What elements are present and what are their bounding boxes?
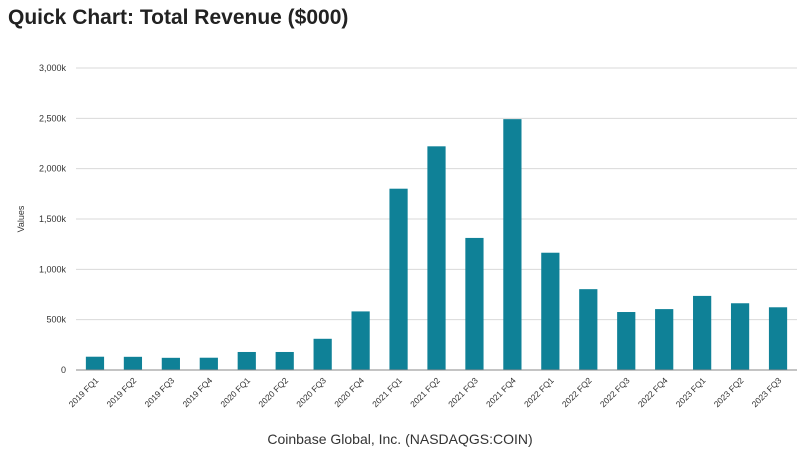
x-axis-label: Coinbase Global, Inc. (NASDAQGS:COIN) xyxy=(267,431,532,447)
y-tick-labels: 0 500k 1,000k 1,500k 2,000k 2,500k 3,000k xyxy=(39,63,67,375)
x-tick-label: 2021 FQ2 xyxy=(408,375,442,409)
x-tick-label: 2020 FQ1 xyxy=(218,375,252,409)
bar xyxy=(313,338,332,370)
y-tick-label: 2,000k xyxy=(39,164,67,174)
x-tick-label: 2019 FQ3 xyxy=(142,375,176,409)
y-tick-label: 1,000k xyxy=(39,264,67,274)
y-axis-label: Values xyxy=(16,205,26,232)
bar xyxy=(275,351,294,370)
y-tick-label: 500k xyxy=(46,315,66,325)
chart-title: Quick Chart: Total Revenue ($000) xyxy=(8,6,349,29)
bar xyxy=(351,311,370,370)
x-tick-labels: 2019 FQ1 2019 FQ2 2019 FQ3 2019 FQ4 2020 FQ1… xyxy=(67,375,784,409)
y-tick-label: 0 xyxy=(61,365,66,375)
bar xyxy=(541,252,560,370)
x-tick-label: 2022 FQ2 xyxy=(560,375,594,409)
y-tick-label: 3,000k xyxy=(39,63,67,73)
bar xyxy=(199,357,218,370)
x-tick-label: 2019 FQ4 xyxy=(180,375,214,409)
x-tick-label: 2023 FQ1 xyxy=(674,375,708,409)
bar xyxy=(85,356,105,370)
bar xyxy=(579,289,598,370)
x-tick-label: 2023 FQ2 xyxy=(712,375,746,409)
bar xyxy=(389,188,408,370)
bar xyxy=(237,351,256,370)
bars xyxy=(85,119,788,370)
y-tick-label: 2,500k xyxy=(39,113,67,123)
bar xyxy=(768,307,788,370)
x-tick-label: 2022 FQ4 xyxy=(636,375,670,409)
x-tick-label: 2021 FQ3 xyxy=(446,375,480,409)
x-tick-label: 2021 FQ4 xyxy=(484,375,518,409)
y-tick-label: 1,500k xyxy=(39,214,67,224)
x-tick-label: 2020 FQ2 xyxy=(256,375,290,409)
x-tick-label: 2020 FQ3 xyxy=(294,375,328,409)
bar xyxy=(161,357,180,370)
x-tick-label: 2023 FQ3 xyxy=(750,375,784,409)
x-tick-label: 2019 FQ1 xyxy=(67,375,101,409)
x-tick-label: 2019 FQ2 xyxy=(105,375,139,409)
bar xyxy=(730,303,750,370)
bar xyxy=(503,119,522,370)
x-tick-label: 2021 FQ1 xyxy=(370,375,404,409)
bar xyxy=(655,309,674,370)
bar xyxy=(427,146,446,370)
x-tick-label: 2020 FQ4 xyxy=(332,375,366,409)
bar xyxy=(693,295,712,370)
x-tick-label: 2022 FQ1 xyxy=(522,375,556,409)
bar xyxy=(123,356,143,370)
bar xyxy=(465,237,484,370)
x-tick-label: 2022 FQ3 xyxy=(598,375,632,409)
bar xyxy=(617,312,636,370)
